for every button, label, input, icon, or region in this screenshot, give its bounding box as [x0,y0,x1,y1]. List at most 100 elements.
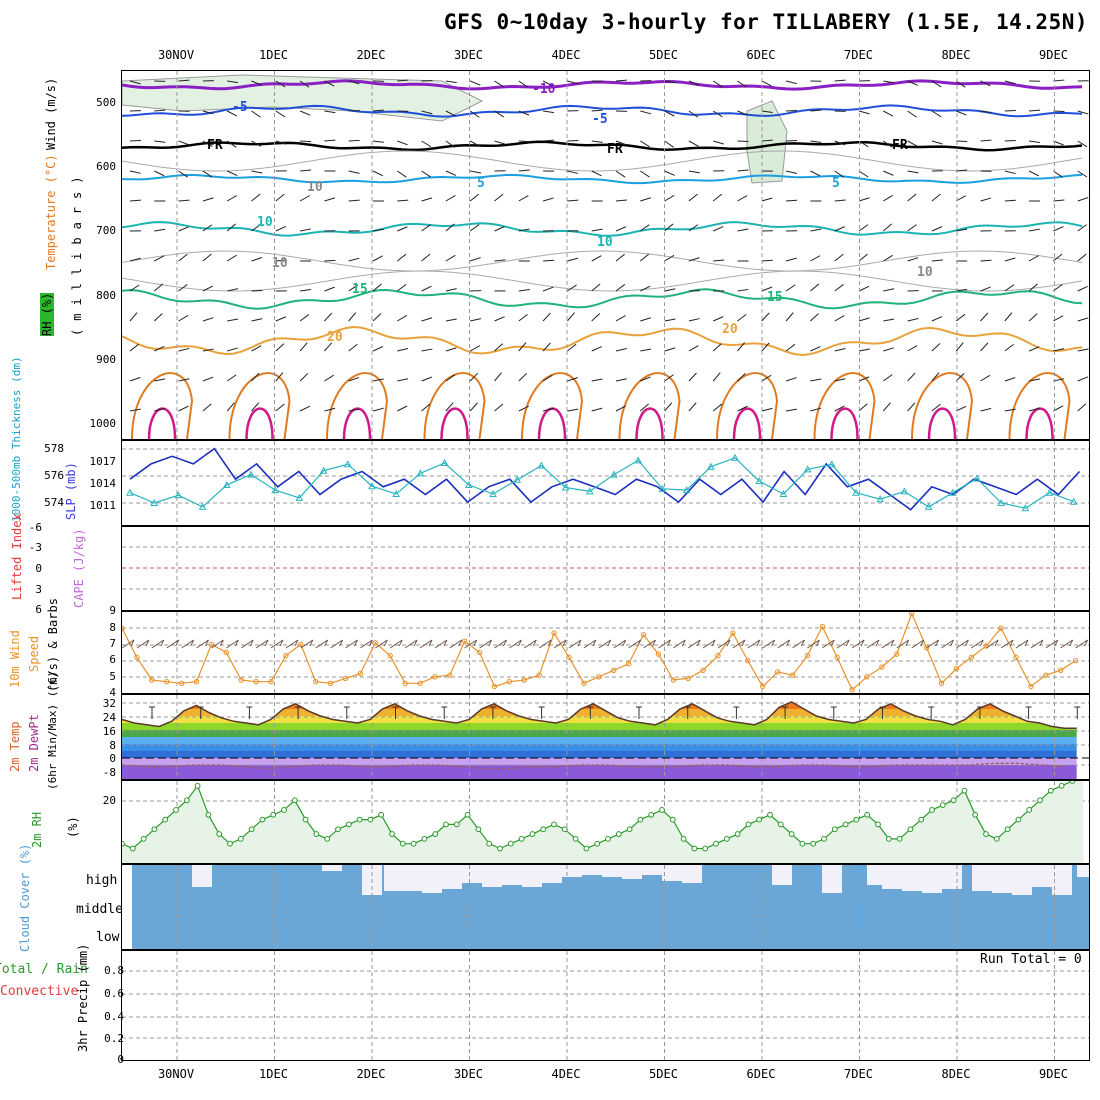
ylabel-millibars: (millibars) [70,168,84,336]
wind-barb [664,254,675,262]
wind-barb [1004,170,1016,175]
thickness-marker [489,489,497,497]
wind-barb [881,639,895,649]
wind-barb [810,407,822,412]
rh-marker [551,821,557,828]
wind-barb [985,639,999,649]
wind-barb [372,346,384,352]
wind-speed-marker [208,641,215,648]
wind-barb [324,110,336,114]
wind-barb [397,170,407,178]
wind-barb [154,378,166,382]
li-tick-0: 0 [35,562,42,575]
wind-speed-marker [178,680,185,686]
run-total-label: Run Total = 0 [980,952,1082,967]
wind-barb [643,639,656,649]
wind-barb [178,253,188,262]
wind-barb [931,372,940,382]
wind-barb [251,318,263,322]
rh-shaded-area [746,100,788,184]
wind-barb [324,197,336,202]
wind-barb [639,253,650,262]
thickness-marker [247,470,255,478]
wind-barb [834,199,846,202]
wind-barb [712,110,723,118]
rh-marker [605,835,611,842]
wind-barb [469,345,481,352]
wind-barb [1077,197,1089,202]
contour-label: 5 [832,176,840,191]
wind-barb [542,286,554,292]
wind-barb [299,405,311,412]
wind-speed-line [122,612,1076,691]
precip-plot [122,951,1089,1060]
thickness-marker [658,484,667,492]
wind-barb [652,639,656,647]
cloud-clear-gap [462,865,482,883]
wind-barb [154,170,165,177]
wind-barb [1077,110,1089,115]
wind-barb [591,407,603,412]
rh-marker [918,816,925,823]
wind-speed-marker [670,677,676,683]
wind-barb [518,195,529,202]
wind-barb [591,255,602,262]
wind-barb [129,343,139,352]
wind-barb [810,313,819,322]
temperature-band [122,723,1077,730]
wind-barb [851,639,865,649]
wind-barb [688,140,699,147]
cloud-clear-gap [662,865,682,881]
wind-barb [518,405,529,412]
wind-barb [1024,639,1029,647]
wind-speed-marker [596,674,602,680]
wind-barb [542,407,554,412]
wind-barb [445,374,456,382]
wind-barb [931,403,941,412]
wind-barb [151,639,165,649]
thickness-marker [682,486,691,494]
wind-barb [202,317,214,322]
rh-marker [1004,826,1011,833]
wind-barb [153,283,164,292]
rh-marker [324,835,331,842]
wind-barb [1004,80,1016,85]
wind-barb [664,374,674,382]
cloud-clear-gap [422,865,442,893]
wind-barb [931,140,943,145]
wind-barb [397,79,409,82]
wind-barb [421,170,432,178]
wind-barb [931,110,942,118]
wind-barb [445,402,454,412]
wind-barb [178,226,189,232]
precip-tick-02: 0.2 [104,1032,124,1045]
wind-barb [470,170,482,174]
wind-barb [494,372,502,382]
wind-barb [681,639,686,647]
thickness-marker [634,456,643,464]
slp-line [129,447,1081,511]
wind-barb [469,224,480,232]
wind-barb [469,372,479,382]
wind-speed-marker [402,680,408,686]
wind-barb [543,259,555,262]
thickness-marker [997,498,1006,507]
wind-speed-marker [342,675,349,682]
wind-barb [737,80,747,88]
wind-speed-marker [122,625,125,631]
wind-barb [251,80,262,86]
wind-barb [324,259,336,262]
wind-barb [372,407,384,412]
wind-barb [449,639,463,649]
wind-barb [785,284,796,292]
wind-barb [178,79,190,82]
wind-barb [711,639,716,647]
wind-barb [858,403,868,412]
wind-barb [956,140,968,143]
wind-barb [428,639,433,647]
wind-barb [771,639,776,647]
wind-barb [858,224,869,232]
wind-barb [300,289,312,292]
wind-barb [275,193,285,202]
mb-tick-600: 600 [96,160,116,173]
